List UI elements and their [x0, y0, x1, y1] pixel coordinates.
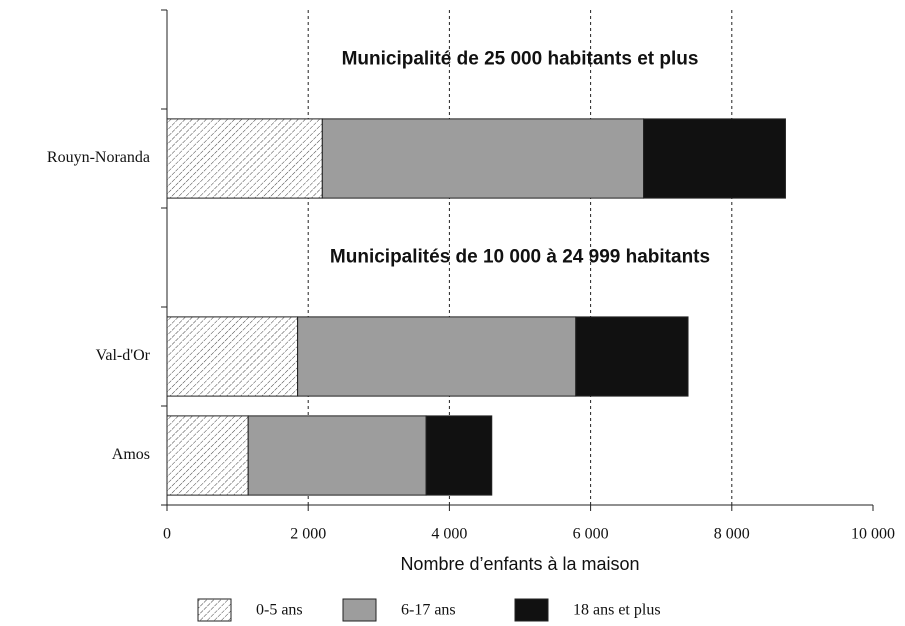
bar-segment — [575, 316, 689, 397]
bar-segment — [425, 415, 493, 496]
legend-swatch — [514, 598, 549, 622]
x-tick-label: 6 000 — [573, 526, 609, 543]
x-tick-label: 10 000 — [851, 526, 895, 543]
bar-segment — [247, 415, 427, 496]
legend-swatch — [342, 598, 377, 622]
x-tick-label: 4 000 — [431, 526, 467, 543]
legend-label: 0-5 ans — [256, 602, 303, 619]
section-heading: Municipalité de 25 000 habitants et plus — [342, 49, 699, 70]
legend-swatch — [197, 598, 232, 622]
y-tick-label: Rouyn-Noranda — [47, 149, 150, 166]
legend-label: 18 ans et plus — [573, 602, 661, 619]
bar-segment — [297, 316, 577, 397]
y-tick-label: Val-d'Or — [96, 347, 151, 364]
section-heading: Municipalités de 10 000 à 24 999 habitan… — [330, 247, 710, 268]
y-tick-label: Amos — [112, 446, 150, 463]
bar-segment — [321, 118, 645, 199]
bar-segment — [166, 118, 323, 199]
bar-segment — [166, 316, 299, 397]
bar-segment — [643, 118, 786, 199]
x-tick-label: 8 000 — [714, 526, 750, 543]
legend-label: 6-17 ans — [401, 602, 456, 619]
x-tick-label: 2 000 — [290, 526, 326, 543]
bar-segment — [166, 415, 249, 496]
x-axis-label: Nombre d’enfants à la maison — [400, 554, 639, 574]
x-tick-label: 0 — [163, 526, 171, 543]
